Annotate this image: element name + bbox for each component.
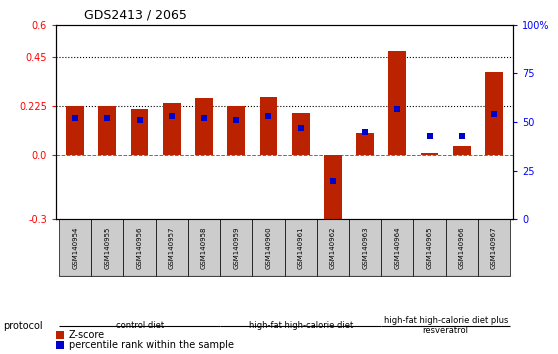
Point bbox=[167, 113, 176, 119]
Bar bbox=[99, 106, 116, 155]
Bar bbox=[317, 219, 349, 276]
Bar bbox=[188, 219, 220, 276]
Text: GSM140959: GSM140959 bbox=[233, 227, 239, 269]
Point bbox=[296, 125, 305, 131]
Bar bbox=[220, 219, 252, 276]
Point bbox=[103, 115, 112, 121]
Point bbox=[71, 115, 80, 121]
Text: GSM140967: GSM140967 bbox=[491, 227, 497, 269]
Bar bbox=[131, 109, 148, 155]
Text: high-fat high-calorie diet plus
resveratrol: high-fat high-calorie diet plus resverat… bbox=[383, 316, 508, 335]
Point bbox=[200, 115, 209, 121]
Point bbox=[135, 118, 144, 123]
Text: high-fat high-calorie diet: high-fat high-calorie diet bbox=[248, 321, 353, 330]
Bar bbox=[92, 219, 123, 276]
Text: GDS2413 / 2065: GDS2413 / 2065 bbox=[84, 8, 186, 21]
Bar bbox=[485, 72, 503, 155]
Bar bbox=[56, 331, 64, 339]
Bar bbox=[59, 219, 92, 276]
Bar bbox=[356, 133, 374, 155]
Bar bbox=[56, 341, 64, 349]
Text: GSM140961: GSM140961 bbox=[297, 227, 304, 269]
Bar bbox=[66, 106, 84, 155]
Bar bbox=[156, 219, 188, 276]
Bar bbox=[285, 219, 317, 276]
Bar bbox=[195, 98, 213, 155]
Bar bbox=[123, 219, 156, 276]
Bar bbox=[349, 219, 381, 276]
Text: Z-score: Z-score bbox=[69, 330, 105, 340]
Text: GSM140958: GSM140958 bbox=[201, 227, 207, 269]
Text: GSM140962: GSM140962 bbox=[330, 227, 336, 269]
Bar bbox=[163, 103, 181, 155]
Point bbox=[425, 133, 434, 138]
Point bbox=[489, 112, 498, 117]
Bar bbox=[478, 219, 510, 276]
Point bbox=[393, 105, 402, 111]
Text: GSM140954: GSM140954 bbox=[72, 227, 78, 269]
Text: percentile rank within the sample: percentile rank within the sample bbox=[69, 340, 233, 350]
Point bbox=[360, 129, 369, 135]
Bar bbox=[413, 219, 446, 276]
Bar bbox=[453, 146, 470, 155]
Text: protocol: protocol bbox=[3, 321, 42, 331]
Text: GSM140966: GSM140966 bbox=[459, 227, 465, 269]
Point bbox=[329, 178, 338, 183]
Text: GSM140957: GSM140957 bbox=[169, 227, 175, 269]
Bar bbox=[381, 219, 413, 276]
Text: GSM140955: GSM140955 bbox=[104, 227, 110, 269]
Text: control diet: control diet bbox=[116, 321, 163, 330]
Bar bbox=[259, 97, 277, 155]
Bar bbox=[228, 106, 245, 155]
Bar bbox=[388, 51, 406, 155]
Text: GSM140960: GSM140960 bbox=[266, 227, 272, 269]
Bar bbox=[252, 219, 285, 276]
Text: GSM140964: GSM140964 bbox=[395, 227, 400, 269]
Bar bbox=[446, 219, 478, 276]
Point bbox=[458, 133, 466, 138]
Point bbox=[264, 113, 273, 119]
Text: GSM140963: GSM140963 bbox=[362, 227, 368, 269]
Bar bbox=[324, 155, 341, 226]
Point bbox=[232, 118, 240, 123]
Text: GSM140965: GSM140965 bbox=[426, 227, 432, 269]
Bar bbox=[421, 154, 439, 155]
Text: GSM140956: GSM140956 bbox=[137, 227, 143, 269]
Bar bbox=[292, 114, 310, 155]
